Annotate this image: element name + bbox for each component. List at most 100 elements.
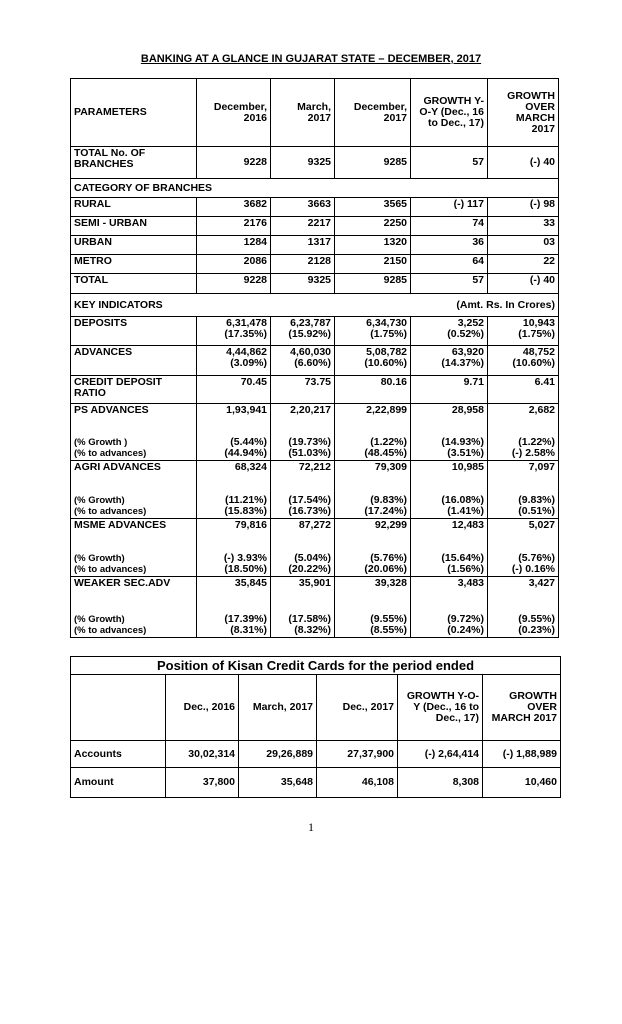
cell-stack: 35,845 (17.39%) (8.31%) <box>200 578 267 636</box>
header-cell: Dec., 2017 <box>316 674 398 741</box>
value-cell: 2,20,217 (19.73%) (51.03%) <box>270 403 335 461</box>
row-label: METRO <box>70 254 197 274</box>
section-cell: CATEGORY OF BRANCHES <box>70 178 559 198</box>
value-cell: 33 <box>487 216 559 236</box>
cell-stack: 92,299 (5.76%) (20.06%) <box>338 520 407 575</box>
sub-value: (9.83%) (17.24%) <box>364 494 407 517</box>
value: 35,901 <box>298 577 331 589</box>
row-label: AGRI ADVANCES (% Growth) (% to advances) <box>70 460 197 519</box>
row: DEPOSITS 6,31,478 (17.35%) 6,23,787 (15.92… <box>70 316 559 346</box>
row: KEY INDICATORS (Amt. Rs. In Crores) <box>70 293 559 317</box>
row-label: ADVANCES <box>70 345 197 376</box>
value-cell: 6,34,730 (1.75%) <box>334 316 411 346</box>
sub-value: (9.55%) (8.55%) <box>370 613 407 636</box>
value-cell: (-) 40 <box>487 146 559 179</box>
value-cell: 3,483 (9.72%) (0.24%) <box>410 576 488 638</box>
row-label: TOTAL <box>70 273 197 294</box>
cell-stack: 79,816 (-) 3.93% (18.50%) <box>200 520 267 575</box>
value-cell: 3663 <box>270 197 335 217</box>
sub-value: (9.72%) (0.24%) <box>447 613 484 636</box>
value-cell: 35,901 (17.58%) (8.32%) <box>270 576 335 638</box>
value-cell: 5,08,782 (10.60%) <box>334 345 411 376</box>
value-cell: 22 <box>487 254 559 274</box>
value-cell: 1284 <box>196 235 271 255</box>
cell-stack: 10,985 (16.08%) (1.41%) <box>414 462 484 517</box>
sub-value: (9.55%) (0.23%) <box>518 613 555 636</box>
row-label: Accounts <box>70 740 166 768</box>
value-cell: 29,26,889 <box>238 740 317 768</box>
value-cell: 3682 <box>196 197 271 217</box>
cell-stack: 28,958 (14.93%) (3.51%) <box>414 405 484 459</box>
value-cell: (-) 40 <box>487 273 559 294</box>
sub-value: (1.22%) (48.45%) <box>364 436 407 459</box>
value-cell: 30,02,314 <box>165 740 239 768</box>
blank-cell <box>70 674 166 741</box>
sub-value: (5.76%) (20.06%) <box>364 552 407 575</box>
value-cell: 6,31,478 (17.35%) <box>196 316 271 346</box>
value-cell: 2176 <box>196 216 271 236</box>
sub-value: (5.04%) (20.22%) <box>288 552 331 575</box>
value: 68,324 <box>234 461 267 473</box>
row: WEAKER SEC.ADV (% Growth) (% to advances)… <box>70 576 559 638</box>
value-cell: 57 <box>410 146 488 179</box>
value-cell: 9.71 <box>410 375 488 404</box>
row: MSME ADVANCES (% Growth) (% to advances) 7… <box>70 518 559 577</box>
value-cell: 2,682 (1.22%) (-) 2.58% <box>487 403 559 461</box>
row-label: PS ADVANCES (% Growth ) (% to advances) <box>70 403 197 461</box>
cell-stack: 72,212 (17.54%) (16.73%) <box>274 462 331 517</box>
value: 3,483 <box>457 577 484 589</box>
row: TOTAL 9228 9325 9285 57 (-) 40 <box>70 273 559 294</box>
sub-value: (-) 3.93% (18.50%) <box>223 552 267 575</box>
value-cell: 1320 <box>334 235 411 255</box>
value-cell: 3565 <box>334 197 411 217</box>
row-label: RURAL <box>70 197 197 217</box>
value: 7,097 <box>528 461 555 473</box>
value-cell: (-) 1,88,989 <box>482 740 561 768</box>
cell-stack: 12,483 (15.64%) (1.56%) <box>414 520 484 575</box>
value: 79,816 <box>234 519 267 531</box>
header-cell: GROWTH Y-O-Y (Dec., 16 to Dec., 17) <box>410 78 488 147</box>
cell-stack: WEAKER SEC.ADV (% Growth) (% to advances) <box>74 578 193 637</box>
value-cell: 4,60,030 (6.60%) <box>270 345 335 376</box>
value: 12,483 <box>451 519 484 531</box>
cell-stack: 2,22,899 (1.22%) (48.45%) <box>338 405 407 459</box>
row: SEMI - URBAN 2176 2217 2250 74 33 <box>70 216 559 236</box>
value-cell: 12,483 (15.64%) (1.56%) <box>410 518 488 577</box>
sub-value: (17.39%) (8.31%) <box>224 613 267 636</box>
cell-stack: 1,93,941 (5.44%) (44.94%) <box>200 405 267 459</box>
cell-stack: PS ADVANCES (% Growth ) (% to advances) <box>74 404 193 460</box>
sub-value: (5.76%) (-) 0.16% <box>511 552 555 575</box>
sub-value: (11.21%) (15.83%) <box>224 494 267 517</box>
value: 79,309 <box>374 461 407 473</box>
value-cell: 72,212 (17.54%) (16.73%) <box>270 460 335 519</box>
row: TOTAL No. OF BRANCHES 9228 9325 9285 57 (-) 4… <box>70 146 559 179</box>
value-cell: 10,460 <box>482 767 561 798</box>
row-label: DEPOSITS <box>70 316 197 346</box>
value-cell: 10,985 (16.08%) (1.41%) <box>410 460 488 519</box>
value-cell: 2,22,899 (1.22%) (48.45%) <box>334 403 411 461</box>
value-cell: 73.75 <box>270 375 335 404</box>
cell-stack: 35,901 (17.58%) (8.32%) <box>274 578 331 636</box>
cell-stack: 87,272 (5.04%) (20.22%) <box>274 520 331 575</box>
value-cell: 35,845 (17.39%) (8.31%) <box>196 576 271 638</box>
value-cell: 2128 <box>270 254 335 274</box>
label: PS ADVANCES <box>74 404 149 416</box>
value-cell: 8,308 <box>397 767 483 798</box>
sub-value: (1.22%) (-) 2.58% <box>511 436 555 459</box>
value-cell: 74 <box>410 216 488 236</box>
section-cell: KEY INDICATORS (Amt. Rs. In Crores) <box>70 293 559 317</box>
value-cell: 6,23,787 (15.92%) <box>270 316 335 346</box>
cell-stack: AGRI ADVANCES (% Growth) (% to advances) <box>74 461 193 518</box>
value-cell: 39,328 (9.55%) (8.55%) <box>334 576 411 638</box>
row-label: SEMI - URBAN <box>70 216 197 236</box>
value: 72,212 <box>298 461 331 473</box>
value-cell: 9325 <box>270 273 335 294</box>
header-cell: March, 2017 <box>270 78 335 147</box>
label: AGRI ADVANCES <box>74 461 161 473</box>
value-cell: 57 <box>410 273 488 294</box>
banking-table: PARAMETERS December, 2016 March, 2017 Decem… <box>70 78 559 638</box>
value-cell: 4,44,862 (3.09%) <box>196 345 271 376</box>
value-cell: (-) 98 <box>487 197 559 217</box>
value-cell: 63,920 (14.37%) <box>410 345 488 376</box>
